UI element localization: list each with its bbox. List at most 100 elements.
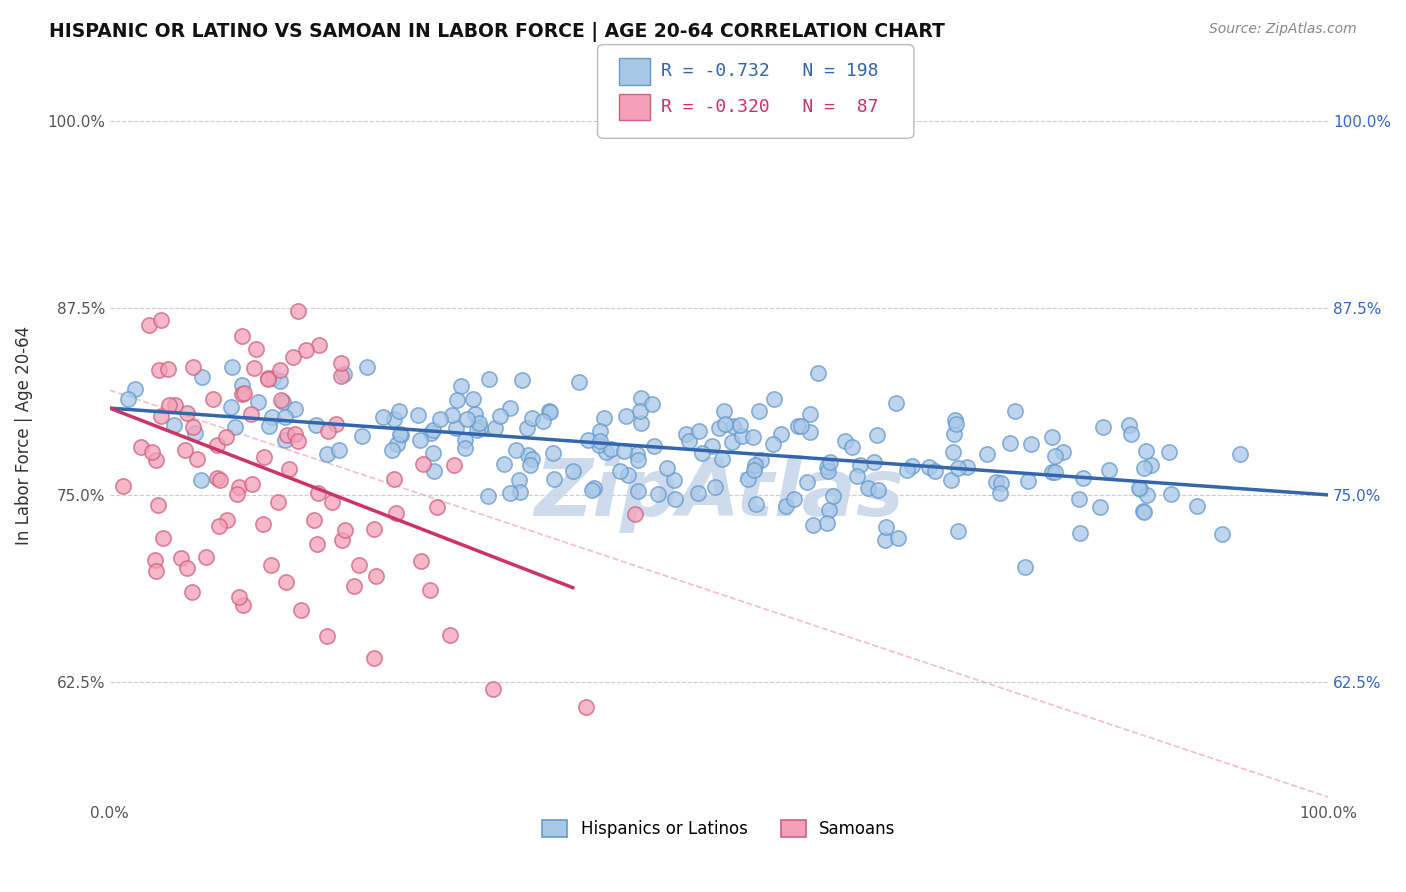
- Point: [409, 554, 432, 568]
- Point: [589, 434, 612, 448]
- Point: [538, 405, 561, 419]
- Point: [786, 419, 808, 434]
- Point: [190, 473, 212, 487]
- Point: [1097, 463, 1119, 477]
- Point: [347, 558, 370, 572]
- Point: [465, 424, 488, 438]
- Point: [231, 387, 253, 401]
- Point: [478, 371, 501, 385]
- Point: [834, 434, 856, 449]
- Point: [333, 367, 356, 381]
- Point: [1014, 560, 1036, 574]
- Point: [643, 439, 665, 453]
- Point: [243, 361, 266, 376]
- Point: [409, 433, 432, 447]
- Point: [612, 444, 634, 458]
- Point: [267, 494, 290, 508]
- Point: [363, 650, 385, 665]
- Point: [799, 425, 821, 439]
- Point: [662, 473, 685, 487]
- Point: [429, 412, 451, 426]
- Point: [942, 445, 965, 459]
- Point: [195, 549, 218, 564]
- Point: [371, 410, 394, 425]
- Point: [439, 628, 461, 642]
- Point: [381, 443, 404, 458]
- Point: [467, 417, 489, 431]
- Point: [492, 457, 515, 471]
- Point: [1121, 426, 1143, 441]
- Point: [1004, 404, 1026, 418]
- Point: [748, 404, 770, 418]
- Point: [240, 407, 263, 421]
- Point: [721, 419, 744, 434]
- Point: [956, 460, 979, 475]
- Point: [1040, 430, 1063, 444]
- Point: [948, 524, 970, 539]
- Point: [1229, 447, 1251, 461]
- Point: [283, 350, 305, 364]
- Point: [728, 418, 751, 433]
- Point: [627, 453, 650, 467]
- Point: [1160, 487, 1182, 501]
- Point: [138, 318, 160, 332]
- Point: [221, 359, 243, 374]
- Point: [799, 408, 821, 422]
- Point: [419, 583, 441, 598]
- Point: [253, 450, 276, 464]
- Point: [818, 455, 841, 469]
- Point: [484, 420, 506, 434]
- Point: [111, 479, 134, 493]
- Point: [307, 485, 329, 500]
- Point: [806, 366, 828, 380]
- Point: [627, 483, 650, 498]
- Point: [450, 379, 472, 393]
- Point: [1133, 505, 1156, 519]
- Point: [1211, 527, 1233, 541]
- Point: [389, 427, 412, 442]
- Point: [866, 428, 889, 442]
- Point: [505, 443, 527, 458]
- Point: [593, 411, 616, 425]
- Point: [305, 536, 328, 550]
- Point: [801, 518, 824, 533]
- Point: [630, 391, 652, 405]
- Point: [742, 463, 765, 477]
- Point: [124, 382, 146, 396]
- Point: [1118, 418, 1140, 433]
- Text: ZipAtlas: ZipAtlas: [534, 455, 904, 533]
- Point: [176, 561, 198, 575]
- Point: [628, 404, 651, 418]
- Point: [276, 428, 298, 442]
- Point: [271, 394, 294, 409]
- Point: [976, 447, 998, 461]
- Point: [420, 425, 443, 440]
- Point: [887, 531, 910, 545]
- Point: [875, 520, 897, 534]
- Point: [242, 477, 264, 491]
- Point: [1128, 482, 1150, 496]
- Point: [543, 472, 565, 486]
- Point: [246, 394, 269, 409]
- Point: [647, 487, 669, 501]
- Point: [274, 409, 297, 424]
- Point: [176, 406, 198, 420]
- Point: [945, 417, 967, 432]
- Point: [520, 451, 543, 466]
- Point: [1069, 525, 1091, 540]
- Point: [180, 585, 202, 599]
- Point: [461, 392, 484, 407]
- Point: [384, 506, 406, 520]
- Point: [117, 392, 139, 406]
- Point: [1052, 444, 1074, 458]
- Point: [924, 464, 946, 478]
- Point: [1043, 465, 1066, 479]
- Point: [444, 421, 467, 435]
- Point: [257, 371, 280, 385]
- Point: [823, 490, 845, 504]
- Point: [873, 533, 896, 547]
- Point: [146, 499, 169, 513]
- Point: [443, 458, 465, 472]
- Legend: Hispanics or Latinos, Samoans: Hispanics or Latinos, Samoans: [536, 813, 903, 845]
- Point: [228, 591, 250, 605]
